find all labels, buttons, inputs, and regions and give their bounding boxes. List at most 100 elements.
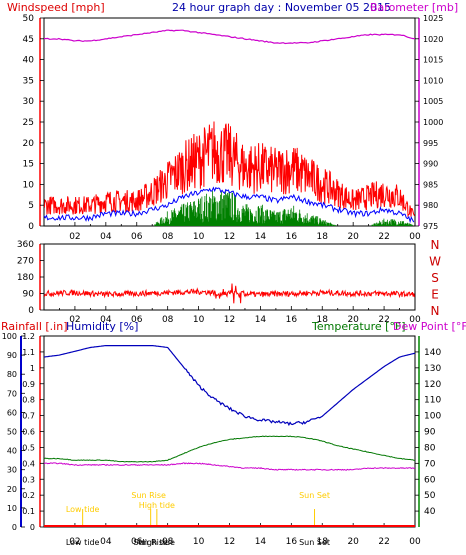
wind-avg-series [43, 186, 415, 224]
rain-y-label: 0.7 [22, 412, 35, 421]
humidity-y-label: 0 [12, 523, 17, 532]
compass-label: E [431, 288, 439, 302]
windspeed-label: Windspeed [mph] [7, 1, 105, 14]
data-layer [43, 29, 416, 527]
wind-xlabel: 16 [286, 232, 298, 242]
climate-xlabel: 18 [317, 537, 329, 547]
wind-xlabel: 04 [100, 232, 112, 242]
wind-gust-series [43, 121, 415, 218]
wind-y-label: 45 [23, 35, 34, 45]
humidity-y-label: 60 [7, 408, 17, 417]
baro-y-label: 1000 [423, 118, 443, 127]
temperature-y-label: 90 [424, 428, 436, 438]
temperature-y-label: 100 [424, 412, 441, 422]
temperature-y-label: 140 [424, 348, 441, 358]
temperature-label: Temperature [°F] [311, 320, 406, 333]
wind-y-label: 10 [23, 180, 35, 190]
humidity-y-label: 40 [7, 447, 17, 456]
rainfall-label: Rainfall [.in] [1, 320, 68, 333]
barometer-series [43, 29, 416, 45]
wind-y-label: 25 [23, 118, 34, 128]
baro-y-label: 995 [423, 139, 438, 148]
direction-xlabel: 04 [100, 315, 112, 325]
rain-y-label: 0.4 [22, 459, 35, 468]
compass-label: N [431, 304, 440, 318]
climate-xlabel: 06 [131, 537, 143, 547]
baro-y-label: 975 [423, 222, 438, 231]
rain-y-label: 0.6 [22, 428, 35, 437]
event-label: Sun Rise [131, 491, 166, 500]
climate-panel-frame [43, 335, 416, 528]
climate-xlabel: 00 [409, 537, 421, 547]
compass-label: S [431, 271, 439, 285]
wind-y-label: 50 [23, 14, 35, 24]
direction-y-label: 180 [17, 273, 34, 283]
direction-xlabel: 16 [286, 315, 298, 325]
wind-y-label: 20 [23, 139, 35, 149]
temperature-y-label: 130 [424, 364, 441, 374]
rain-y-label: 1 [30, 364, 35, 373]
wind-y-label: 15 [23, 160, 34, 170]
compass-label: W [429, 255, 441, 269]
barometer-label: Barometer [mb] [370, 1, 458, 14]
baro-y-label: 1025 [423, 14, 443, 23]
humidity-y-label: 90 [7, 351, 17, 360]
wind-xlabel: 08 [162, 232, 174, 242]
event-label: Low tide [66, 505, 100, 514]
rain-y-label: 1.1 [22, 348, 35, 357]
baro-y-label: 980 [423, 201, 438, 210]
temperature-y-label: 50 [424, 491, 436, 501]
climate-xlabel: 08 [162, 537, 174, 547]
direction-xlabel: 18 [317, 315, 329, 325]
climate-xlabel: 20 [347, 537, 359, 547]
event-axis-label: High tide [139, 538, 175, 547]
humidity-y-label: 70 [7, 389, 17, 398]
wind-xlabel: 18 [317, 232, 329, 242]
compass-label: N [431, 238, 440, 252]
rain-y-label: 0.2 [22, 491, 35, 500]
temperature-y-label: 70 [424, 459, 436, 469]
humidity-y-label: 20 [7, 485, 17, 494]
climate-xlabel: 14 [255, 537, 267, 547]
wind-xlabel: 12 [224, 232, 235, 242]
direction-series [43, 283, 415, 304]
dewpoint-series [43, 462, 416, 471]
climate-xlabel: 22 [378, 537, 389, 547]
event-axis-label: Sun Set [299, 538, 330, 547]
climate-xlabel: 04 [100, 537, 112, 547]
event-axis-label: Sun Rise [133, 538, 168, 547]
wind-xlabel: 22 [378, 232, 389, 242]
rain-y-label: 1.2 [22, 332, 35, 341]
direction-xlabel: 22 [378, 315, 389, 325]
rain-y-label: 0.3 [22, 475, 35, 484]
temperature-y-label: 40 [424, 507, 436, 517]
direction-xlabel: 06 [131, 315, 143, 325]
baro-y-label: 1020 [423, 35, 443, 44]
climate-xlabel: 10 [193, 537, 205, 547]
humidity-label: Humidity [%] [66, 320, 138, 333]
direction-xlabel: 10 [193, 315, 205, 325]
wind-y-label: 40 [23, 56, 35, 66]
humidity-series [43, 345, 416, 427]
direction-panel-frame [43, 243, 416, 311]
baro-y-label: 985 [423, 180, 438, 189]
direction-xlabel: 12 [224, 315, 235, 325]
dewpoint-label: Dew Point [°F] [393, 320, 466, 333]
baro-y-label: 1005 [423, 97, 443, 106]
humidity-y-label: 50 [7, 428, 17, 437]
wind-xlabel: 14 [255, 232, 267, 242]
climate-xlabel: 12 [224, 537, 235, 547]
wind-xlabel: 02 [69, 232, 80, 242]
event-label: High tide [139, 501, 175, 510]
humidity-y-label: 10 [7, 504, 17, 513]
wind-y-label: 35 [23, 76, 34, 86]
direction-xlabel: 20 [347, 315, 359, 325]
direction-xlabel: 00 [409, 315, 421, 325]
baro-y-label: 1010 [423, 76, 443, 85]
wind-y-label: 30 [23, 97, 35, 107]
wind-y-label: 5 [28, 201, 34, 211]
temperature-y-label: 110 [424, 396, 441, 406]
rain-y-label: 0.5 [22, 443, 35, 452]
event-axis-label: Low tide [66, 538, 100, 547]
